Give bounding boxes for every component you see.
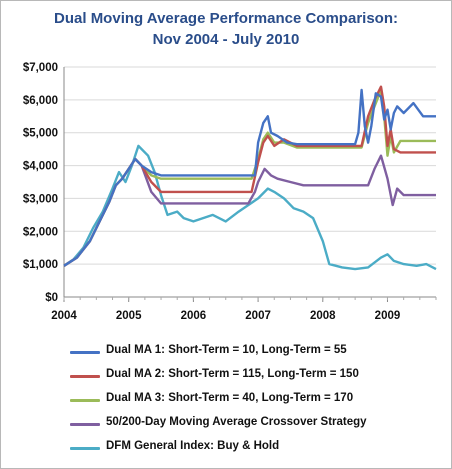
legend-swatch (70, 423, 100, 426)
legend-label: Dual MA 2: Short-Term = 115, Long-Term =… (106, 368, 359, 380)
x-tick-label: 2007 (245, 310, 271, 322)
chart-subtitle: Nov 2004 - July 2010 (152, 31, 300, 48)
x-tick-label: 2009 (375, 310, 401, 322)
legend-item: Dual MA 3: Short-Term = 40, Long-Term = … (70, 391, 450, 415)
legend-label: Dual MA 3: Short-Term = 40, Long-Term = … (106, 392, 354, 404)
y-tick-label: $1,000 (23, 259, 58, 271)
y-tick-label: $0 (45, 292, 58, 304)
series-line-5 (63, 144, 437, 271)
legend-label: DFM General Index: Buy & Hold (106, 440, 280, 452)
x-tick-label: 2006 (181, 310, 207, 322)
legend-item: Dual MA 2: Short-Term = 115, Long-Term =… (70, 367, 450, 391)
y-tick-label: $7,000 (23, 62, 58, 74)
legend-swatch (70, 351, 100, 354)
y-tick-label: $4,000 (23, 161, 58, 173)
y-tick-label: $2,000 (23, 226, 58, 238)
legend-swatch (70, 375, 100, 378)
legend-item: Dual MA 1: Short-Term = 10, Long-Term = … (70, 343, 450, 367)
y-axis: $0 $1,000 $2,000 $3,000 $4,000 $5,000 $6,000 $7… (23, 62, 65, 304)
series-line-3 (63, 88, 436, 267)
legend-label: Dual MA 1: Short-Term = 10, Long-Term = … (106, 344, 347, 356)
y-tick-label: $3,000 (23, 193, 58, 205)
plot-area: $0 $1,000 $2,000 $3,000 $4,000 $5,000 $6,000 $7… (23, 62, 437, 322)
series-lines (63, 85, 437, 271)
series-line-1 (63, 88, 436, 267)
legend-swatch (70, 447, 100, 450)
legend-item: DFM General Index: Buy & Hold (70, 439, 450, 463)
legend-label: 50/200-Day Moving Average Crossover Stra… (106, 416, 367, 428)
y-tick-label: $5,000 (23, 128, 58, 140)
x-tick-label: 2004 (51, 310, 77, 322)
x-tick-label: 2008 (310, 310, 336, 322)
legend: Dual MA 1: Short-Term = 10, Long-Term = … (70, 343, 450, 463)
x-axis: 2004 2005 2006 2007 2008 2009 (51, 296, 437, 322)
legend-item: 50/200-Day Moving Average Crossover Stra… (70, 415, 450, 439)
legend-swatch (70, 399, 100, 402)
y-tick-label: $6,000 (23, 95, 58, 107)
chart-title: Dual Moving Average Performance Comparis… (54, 10, 398, 27)
x-tick-label: 2005 (116, 310, 142, 322)
